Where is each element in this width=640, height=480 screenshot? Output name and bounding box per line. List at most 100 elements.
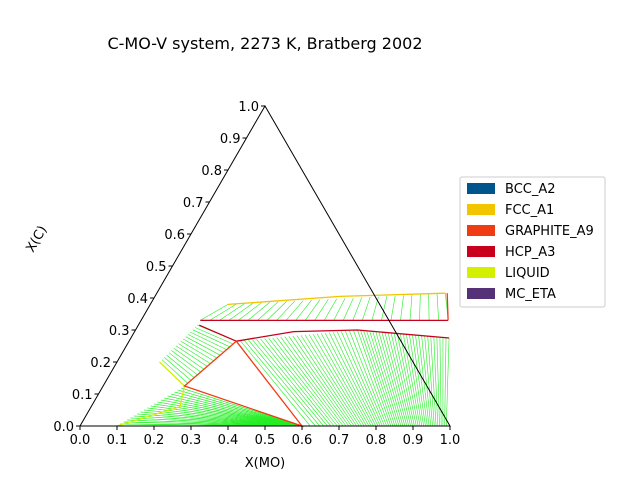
tie-line	[268, 338, 338, 427]
tie-line	[357, 329, 392, 427]
tie-line	[150, 405, 299, 427]
tie-line	[369, 330, 400, 427]
legend-swatch	[467, 183, 495, 194]
tie-line	[168, 352, 198, 376]
x-tick-label: 1.0	[440, 433, 461, 448]
tie-line	[412, 334, 426, 427]
tie-line	[300, 335, 360, 427]
y-tick-label: 0.9	[220, 132, 241, 147]
tie-line	[323, 298, 337, 321]
tie-line	[157, 401, 300, 427]
tie-line	[248, 339, 320, 427]
tie-line	[276, 337, 344, 427]
legend-swatch	[467, 225, 495, 236]
phase-boundary-hcp-dome	[236, 329, 450, 342]
legend-label: HCP_A3	[505, 245, 555, 260]
x-tick-label: 0.2	[144, 433, 165, 448]
tie-line	[284, 336, 350, 427]
tie-line	[332, 332, 379, 427]
tie-line	[276, 300, 296, 321]
tie-line	[140, 411, 298, 427]
tie-line	[133, 415, 297, 427]
tie-line	[170, 393, 301, 427]
tie-line	[252, 339, 324, 427]
tie-line	[160, 399, 300, 427]
y-tick-label: 0.4	[127, 292, 148, 307]
tie-line	[292, 335, 355, 427]
y-tick-label: 0.8	[201, 164, 222, 179]
tie-line	[409, 294, 413, 321]
y-tick-label: 1.0	[238, 100, 259, 115]
tie-line	[387, 332, 411, 427]
phase-boundary-graphite-edge	[446, 293, 449, 321]
legend-frame	[459, 176, 606, 308]
x-tick-label: 0.4	[218, 433, 239, 448]
tie-line	[427, 336, 435, 427]
x-tick-label: 0.0	[70, 433, 91, 448]
tie-line	[396, 333, 417, 427]
tie-line	[194, 327, 234, 345]
tie-line	[378, 331, 406, 427]
tie-line	[352, 297, 363, 321]
tie-line	[362, 296, 371, 321]
tie-line	[393, 333, 415, 427]
x-tick-label: 0.1	[107, 433, 128, 448]
y-tick-label: 0.2	[90, 356, 111, 371]
tie-line	[185, 336, 221, 356]
tie-line	[381, 332, 408, 427]
tie-line	[130, 417, 297, 427]
tie-line	[444, 337, 447, 427]
tie-line	[161, 359, 188, 384]
tie-line	[143, 409, 298, 427]
tie-line	[173, 347, 205, 370]
tie-line	[272, 337, 341, 427]
tie-line	[166, 354, 195, 378]
phase-boundary-hcp-left	[199, 324, 237, 342]
tie-line	[175, 345, 208, 367]
tie-line	[187, 334, 224, 353]
legend-swatch	[467, 246, 495, 257]
tie-line	[424, 335, 433, 427]
tie-line	[375, 331, 404, 427]
tie-line	[430, 336, 437, 427]
tie-line	[296, 335, 357, 427]
y-axis-ticks: 0.0 0.1 0.2 0.3 0.4 0.5 0.6 0.7 0.8 0.9 1.0	[53, 100, 265, 435]
tie-line	[200, 304, 229, 321]
tie-line	[419, 294, 421, 321]
tie-line	[324, 332, 374, 427]
legend-label: FCC_A1	[505, 203, 554, 218]
tie-line	[337, 331, 381, 427]
tie-line	[328, 332, 377, 427]
tie-line	[436, 293, 439, 321]
y-axis-label: X(C)	[23, 223, 50, 255]
tie-line	[123, 421, 296, 427]
legend-label: MC_ETA	[505, 287, 556, 302]
tie-line	[190, 331, 227, 350]
tie-line	[304, 299, 321, 321]
x-tick-label: 0.9	[403, 433, 424, 448]
tie-line	[164, 357, 192, 381]
tie-line	[360, 330, 394, 427]
tie-line	[127, 419, 296, 427]
x-axis-ticks: 0.0 0.1 0.2 0.3 0.4 0.5 0.6 0.7 0.8 0.9 1.0	[70, 426, 461, 448]
tie-line	[316, 333, 370, 427]
tie-line	[314, 299, 329, 321]
x-tick-label: 0.7	[329, 433, 350, 448]
legend-label: BCC_A2	[505, 182, 556, 197]
phase-boundary-liquid-left	[116, 361, 186, 427]
tie-line	[381, 296, 388, 321]
tie-line	[312, 333, 367, 427]
tie-line	[384, 332, 410, 427]
tie-line	[180, 341, 214, 362]
phase-boundary-fcc-upper	[227, 292, 446, 306]
y-tick-label: 0.7	[183, 196, 204, 211]
tie-line	[366, 330, 398, 427]
tie-line	[308, 334, 365, 427]
phase-boundaries	[116, 292, 450, 428]
tie-line	[238, 302, 262, 321]
tie-line	[349, 330, 387, 427]
legend-swatch	[467, 288, 495, 299]
x-axis-label: X(MO)	[245, 456, 286, 471]
legend-swatch	[467, 204, 495, 215]
